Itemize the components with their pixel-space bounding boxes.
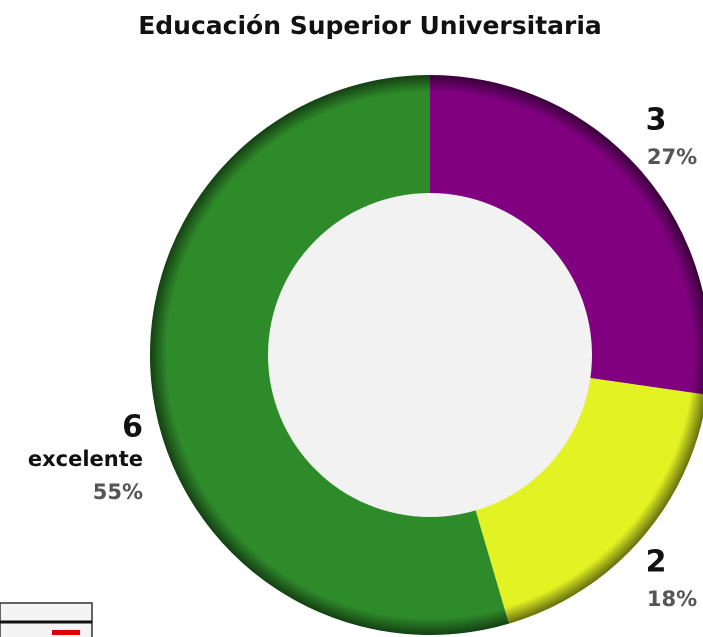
percent-label: 55% (93, 480, 143, 504)
value-label: 3 (646, 103, 667, 138)
category-label: excelente (28, 447, 143, 471)
percent-label: 27% (647, 145, 697, 169)
chart-title: Educación Superior Universitaria (138, 11, 602, 40)
percent-label: 18% (647, 587, 697, 611)
value-label: 2 (646, 545, 667, 580)
value-label: 6 (122, 410, 143, 445)
donut-hole (268, 193, 592, 517)
legend-swatch (52, 630, 80, 635)
legend-fragment (0, 602, 93, 637)
